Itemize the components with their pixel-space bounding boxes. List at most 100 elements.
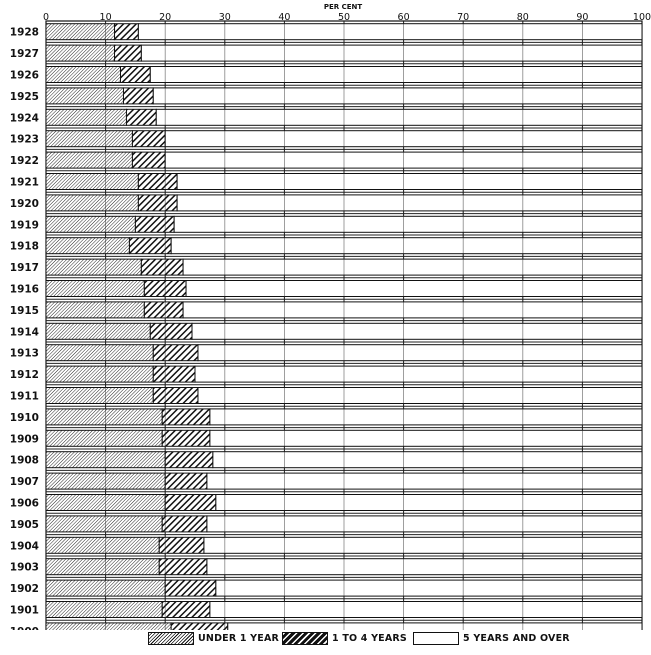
y-tick-label: 1916 bbox=[10, 284, 39, 296]
bar-segment-5-years-and-over bbox=[209, 601, 643, 618]
bar-segment-under-1-year bbox=[45, 536, 160, 554]
bar-segment-5-years-and-over bbox=[149, 66, 643, 83]
bar-segment-1-to-4-years bbox=[137, 173, 178, 190]
bar-segment-1-to-4-years bbox=[140, 258, 184, 276]
legend-label: UNDER 1 YEAR bbox=[198, 633, 280, 644]
y-tick-label: 1921 bbox=[10, 177, 39, 189]
bar-segment-under-1-year bbox=[45, 344, 154, 362]
bar-segment-under-1-year bbox=[45, 322, 151, 340]
bar-segment-1-to-4-years bbox=[143, 301, 184, 319]
bar-segment-under-1-year bbox=[45, 44, 116, 62]
y-tick-label: 1927 bbox=[10, 48, 39, 60]
bar-segment-5-years-and-over bbox=[137, 23, 643, 41]
x-tick-label: 0 bbox=[43, 12, 49, 23]
bar-segment-5-years-and-over bbox=[182, 301, 643, 319]
bar-segment-1-to-4-years bbox=[122, 87, 154, 105]
y-tick-label: 1920 bbox=[10, 198, 39, 210]
bar-segment-1-to-4-years bbox=[158, 558, 208, 576]
bar-segment-under-1-year bbox=[45, 87, 124, 105]
y-tick-label: 1917 bbox=[10, 262, 39, 274]
y-tick-label: 1924 bbox=[10, 112, 39, 124]
bar-segment-5-years-and-over bbox=[176, 194, 643, 212]
bar-segment-under-1-year bbox=[45, 130, 133, 148]
y-tick-label: 1911 bbox=[10, 391, 39, 403]
bar-segment-under-1-year bbox=[45, 173, 139, 190]
bar-segment-5-years-and-over bbox=[170, 237, 643, 255]
y-tick-label: 1915 bbox=[10, 305, 39, 317]
x-tick-label: 20 bbox=[159, 12, 171, 23]
y-tick-label: 1925 bbox=[10, 91, 39, 103]
bar-segment-1-to-4-years bbox=[164, 451, 214, 469]
x-tick-label: 90 bbox=[576, 12, 588, 23]
bar-segment-1-to-4-years bbox=[131, 130, 166, 148]
x-tick-label: 10 bbox=[100, 12, 112, 23]
bar-segment-1-to-4-years bbox=[158, 536, 205, 554]
bar-segment-1-to-4-years bbox=[152, 365, 196, 383]
legend-item-5-years-and-over: 5 YEARS AND OVER bbox=[413, 632, 570, 645]
legend-item-1-to-4-years: 1 TO 4 YEARS bbox=[282, 632, 407, 645]
y-tick-label: 1914 bbox=[10, 326, 39, 338]
bar-segment-5-years-and-over bbox=[206, 558, 643, 576]
bar-segment-under-1-year bbox=[45, 558, 160, 576]
bars bbox=[45, 21, 643, 630]
bar-segment-under-1-year bbox=[45, 622, 172, 630]
bar-segment-5-years-and-over bbox=[173, 215, 643, 233]
stacked-bar-chart: PER CENT 0 10 20 30 40 50 60 70 80 90 100 1928 1927 1… bbox=[10, 3, 651, 630]
y-tick-label: 1903 bbox=[10, 562, 39, 574]
bar-segment-under-1-year bbox=[45, 108, 127, 126]
y-tick-label: 1905 bbox=[10, 519, 39, 531]
bar-segment-5-years-and-over bbox=[176, 173, 643, 190]
bar-segment-1-to-4-years bbox=[161, 429, 211, 447]
bar-segment-under-1-year bbox=[45, 515, 163, 533]
bar-segment-1-to-4-years bbox=[149, 322, 193, 340]
x-tick-label: 80 bbox=[517, 12, 529, 23]
bar-segment-5-years-and-over bbox=[182, 258, 643, 276]
x-tick-label: 70 bbox=[457, 12, 469, 23]
bar-segment-under-1-year bbox=[45, 387, 154, 404]
bar-segment-under-1-year bbox=[45, 258, 142, 276]
legend-swatch-fine-hatch bbox=[148, 632, 194, 645]
y-tick-label: 1926 bbox=[10, 70, 39, 82]
bar-segment-under-1-year bbox=[45, 237, 130, 255]
bar-segment-5-years-and-over bbox=[209, 408, 643, 426]
y-tick-label: 1923 bbox=[10, 134, 39, 146]
legend-label: 5 YEARS AND OVER bbox=[463, 633, 570, 644]
bar-segment-5-years-and-over bbox=[206, 472, 643, 490]
bar-segment-5-years-and-over bbox=[206, 515, 643, 533]
bar-segment-5-years-and-over bbox=[194, 365, 643, 383]
bar-segment-1-to-4-years bbox=[120, 66, 151, 83]
bar-segment-5-years-and-over bbox=[203, 536, 643, 554]
bar-segment-5-years-and-over bbox=[209, 429, 643, 447]
y-tick-label: 1913 bbox=[10, 348, 39, 360]
bar-segment-5-years-and-over bbox=[185, 280, 643, 297]
bar-segment-1-to-4-years bbox=[137, 194, 178, 212]
bar-segment-1-to-4-years bbox=[134, 215, 175, 233]
bar-segment-1-to-4-years bbox=[152, 344, 199, 362]
bar-segment-under-1-year bbox=[45, 429, 163, 447]
bar-segment-5-years-and-over bbox=[197, 387, 643, 404]
y-tick-label: 1906 bbox=[10, 498, 39, 510]
bar-segment-5-years-and-over bbox=[155, 108, 643, 126]
legend: UNDER 1 YEAR 1 TO 4 YEARS 5 YEARS AND OV… bbox=[0, 632, 651, 652]
bar-segment-5-years-and-over bbox=[191, 322, 643, 340]
y-tick-label: 1910 bbox=[10, 412, 39, 424]
y-tick-label: 1918 bbox=[10, 241, 39, 253]
bar-segment-under-1-year bbox=[45, 194, 139, 212]
y-tick-label: 1928 bbox=[10, 27, 39, 39]
bar-segment-1-to-4-years bbox=[170, 622, 229, 630]
bar-segment-1-to-4-years bbox=[114, 44, 142, 62]
y-tick-label: 1900 bbox=[10, 626, 39, 630]
bar-segment-under-1-year bbox=[45, 66, 121, 83]
y-tick-label: 1919 bbox=[10, 219, 39, 231]
y-tick-label: 1902 bbox=[10, 583, 39, 595]
y-tick-label: 1909 bbox=[10, 433, 39, 445]
bar-segment-5-years-and-over bbox=[227, 622, 643, 630]
bar-segment-1-to-4-years bbox=[164, 494, 217, 511]
bar-segment-1-to-4-years bbox=[114, 23, 139, 41]
bar-segment-1-to-4-years bbox=[164, 579, 217, 597]
y-tick-label: 1904 bbox=[10, 540, 39, 552]
bar-segment-5-years-and-over bbox=[215, 494, 643, 511]
bar-segment-under-1-year bbox=[45, 601, 163, 618]
x-tick-label: 50 bbox=[338, 12, 350, 23]
bar-segment-5-years-and-over bbox=[152, 87, 643, 105]
